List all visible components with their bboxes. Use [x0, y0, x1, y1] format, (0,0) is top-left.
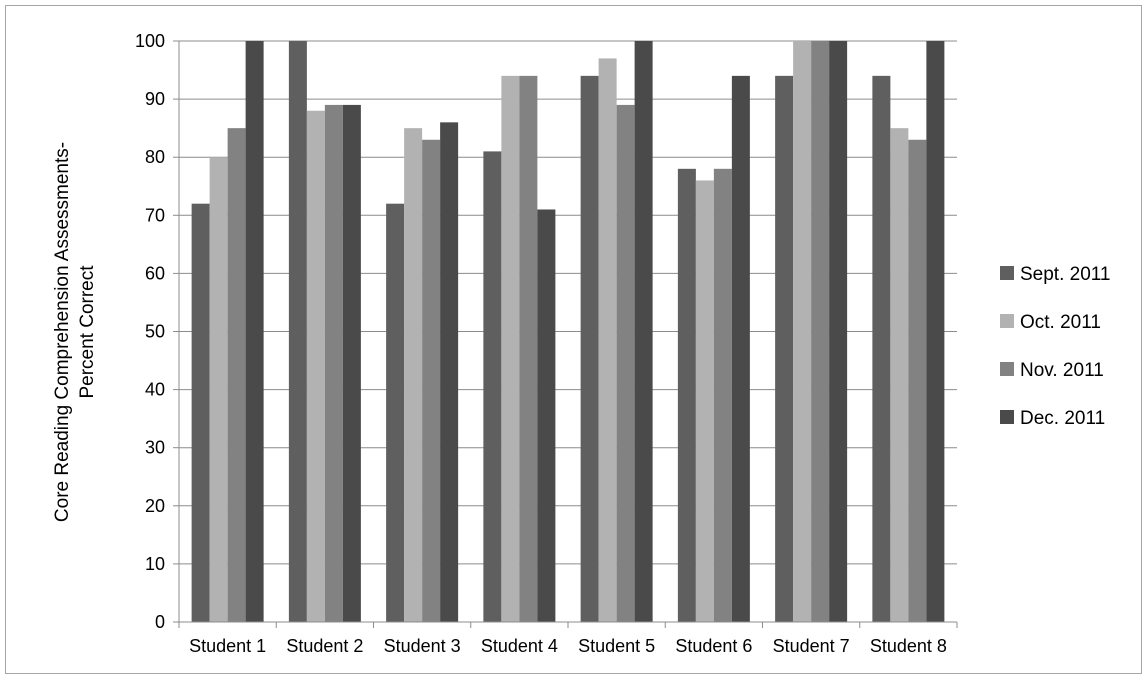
y-axis-label-line-2: Percent Correct — [77, 265, 98, 399]
bar-sept-2011-student-4 — [483, 151, 502, 622]
x-tick-label: Student 4 — [481, 636, 558, 656]
x-tick-label: Student 3 — [384, 636, 461, 656]
legend-swatch — [1000, 362, 1014, 376]
bar-sept-2011-student-3 — [386, 203, 405, 622]
bar-oct-2011-student-2 — [306, 110, 325, 622]
x-tick-label: Student 2 — [286, 636, 363, 656]
bar-sept-2011-student-8 — [872, 75, 891, 623]
y-tick-label: 0 — [155, 612, 165, 632]
y-tick-label: 20 — [145, 496, 165, 516]
x-tick-label: Student 6 — [675, 636, 752, 656]
bar-nov-2011-student-2 — [324, 104, 343, 622]
bar-oct-2011-student-1 — [209, 157, 228, 622]
y-axis-label-line-1: Core Reading Comprehension Assessments- — [52, 142, 73, 522]
y-tick-label: 60 — [145, 263, 165, 283]
y-tick-labels: 0 10 20 30 40 50 60 70 80 90 100 — [135, 31, 165, 632]
y-tick-label: 100 — [135, 31, 165, 51]
bar-oct-2011-student-4 — [501, 75, 520, 623]
x-tick-labels: Student 1 Student 2 Student 3 Student 4 Stud… — [189, 636, 947, 656]
y-tick-label: 50 — [145, 322, 165, 342]
legend-swatch — [1000, 314, 1014, 328]
legend-label: Oct. 2011 — [1020, 312, 1101, 333]
bar-sept-2011-student-1 — [191, 203, 210, 622]
y-tick-label: 90 — [145, 89, 165, 109]
bar-dec-2011-student-2 — [342, 104, 361, 622]
bar-dec-2011-student-6 — [731, 75, 750, 623]
bar-dec-2011-student-7 — [829, 41, 848, 622]
bar-dec-2011-student-3 — [440, 122, 459, 622]
x-tick-label: Student 8 — [870, 636, 947, 656]
bar-nov-2011-student-4 — [519, 75, 538, 623]
bar-oct-2011-student-8 — [890, 128, 909, 622]
legend: Sept. 2011 Oct. 2011 Nov. 2011 Dec. 2011 — [1000, 264, 1111, 429]
legend-label: Nov. 2011 — [1020, 360, 1104, 381]
bar-sept-2011-student-5 — [580, 75, 599, 623]
bar-nov-2011-student-5 — [616, 104, 635, 622]
bar-dec-2011-student-4 — [537, 209, 556, 623]
y-tick-label: 40 — [145, 380, 165, 400]
bars — [191, 41, 945, 623]
bar-dec-2011-student-5 — [634, 41, 653, 622]
bar-nov-2011-student-8 — [908, 139, 927, 622]
x-tick-label: Student 1 — [189, 636, 266, 656]
legend-swatch — [1000, 266, 1014, 280]
bar-sept-2011-student-2 — [288, 41, 307, 622]
bar-nov-2011-student-7 — [811, 41, 830, 622]
bar-nov-2011-student-3 — [422, 139, 441, 622]
bar-sept-2011-student-6 — [677, 168, 696, 622]
bar-nov-2011-student-6 — [713, 168, 732, 622]
legend-label: Sept. 2011 — [1020, 264, 1111, 285]
y-tick-label: 70 — [145, 205, 165, 225]
bar-sept-2011-student-7 — [775, 75, 794, 623]
x-tick-label: Student 7 — [773, 636, 850, 656]
y-axis-label: Core Reading Comprehension Assessments- … — [52, 142, 98, 522]
x-tick-label: Student 5 — [578, 636, 655, 656]
bar-oct-2011-student-5 — [598, 58, 617, 623]
legend-label: Dec. 2011 — [1020, 408, 1105, 429]
y-tick-label: 10 — [145, 554, 165, 574]
axes — [173, 40, 958, 628]
bar-dec-2011-student-1 — [245, 41, 264, 622]
bar-oct-2011-student-3 — [404, 128, 423, 622]
legend-swatch — [1000, 410, 1014, 424]
bar-nov-2011-student-1 — [227, 128, 246, 622]
bar-oct-2011-student-6 — [695, 180, 714, 622]
bar-dec-2011-student-8 — [926, 41, 945, 622]
y-tick-label: 30 — [145, 438, 165, 458]
y-tick-label: 80 — [145, 147, 165, 167]
bar-oct-2011-student-7 — [793, 41, 812, 622]
